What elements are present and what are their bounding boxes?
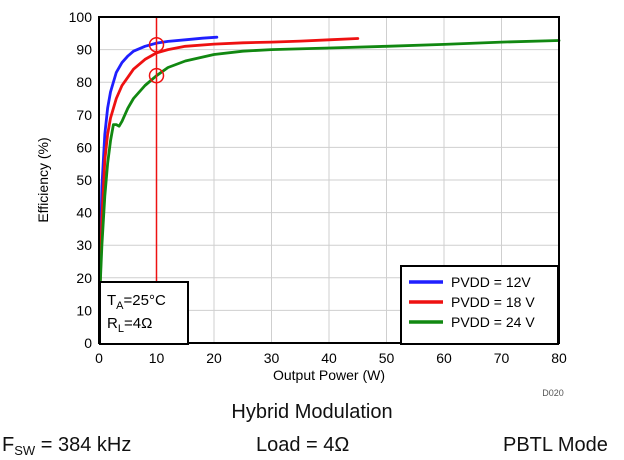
y-axis-label: Efficiency (%) <box>35 137 51 222</box>
x-tick-label: 60 <box>436 350 452 366</box>
x-tick-label: 10 <box>149 350 165 366</box>
legend-label-1: PVDD = 12V <box>451 274 531 290</box>
rl-condition: RL=4Ω <box>107 315 152 335</box>
conditions-frame <box>99 281 189 345</box>
load-caption: Load = 4Ω <box>256 434 350 456</box>
ta-condition: TA=25°C <box>107 292 166 312</box>
x-tick-label: 70 <box>494 350 510 366</box>
series-line-1 <box>98 35 219 263</box>
fsw-symbol: F <box>2 434 15 456</box>
y-tick-label: 50 <box>76 172 92 188</box>
fsw-value: = 384 kHz <box>35 434 132 456</box>
modulation-caption: Hybrid Modulation <box>231 401 393 423</box>
plot-frame <box>98 16 560 344</box>
y-tick-label: 80 <box>76 74 92 90</box>
x-tick-label: 50 <box>379 350 395 366</box>
y-tick-label: 20 <box>76 270 92 286</box>
y-tick-label: 70 <box>76 107 92 123</box>
conditions-box: TA=25°C RL=4Ω <box>99 281 189 345</box>
legend: PVDD = 12V PVDD = 18 V PVDD = 24 V <box>400 265 559 345</box>
legend-label-2: PVDD = 18 V <box>451 294 535 310</box>
x-axis-label: Output Power (W) <box>273 367 385 383</box>
y-tick-label: 0 <box>84 335 92 351</box>
legend-items: PVDD = 12V PVDD = 18 V PVDD = 24 V <box>409 274 535 330</box>
switching-frequency-caption: FSW = 384 kHz <box>2 434 132 458</box>
series-line-2 <box>98 37 360 286</box>
figure-id: D020 <box>542 388 564 398</box>
chart-series <box>98 35 561 286</box>
mode-caption: PBTL Mode <box>503 434 608 456</box>
y-tick-label: 40 <box>76 205 92 221</box>
x-tick-label: 20 <box>206 350 222 366</box>
x-tick-label: 0 <box>95 350 103 366</box>
reference-marker <box>148 67 165 84</box>
legend-frame <box>400 265 559 345</box>
y-tick-label: 10 <box>76 302 92 318</box>
y-tick-label: 100 <box>69 9 93 25</box>
series-line-3 <box>98 39 561 286</box>
x-tick-label: 80 <box>551 350 567 366</box>
tick-labels: 0 10 20 30 40 50 60 70 80 0 10 20 30 40 50 60 70 80 90 100 <box>69 9 567 366</box>
efficiency-chart: 0 10 20 30 40 50 60 70 800102030405060708090100 … <box>35 9 567 398</box>
legend-label-3: PVDD = 24 V <box>451 314 535 330</box>
y-tick-label: 60 <box>76 139 92 155</box>
y-tick-label: 30 <box>76 237 92 253</box>
fsw-subscript: SW <box>14 443 36 458</box>
y-tick-label: 90 <box>76 42 92 58</box>
x-tick-label: 40 <box>321 350 337 366</box>
reference-marker <box>148 36 165 53</box>
x-tick-label: 30 <box>264 350 280 366</box>
